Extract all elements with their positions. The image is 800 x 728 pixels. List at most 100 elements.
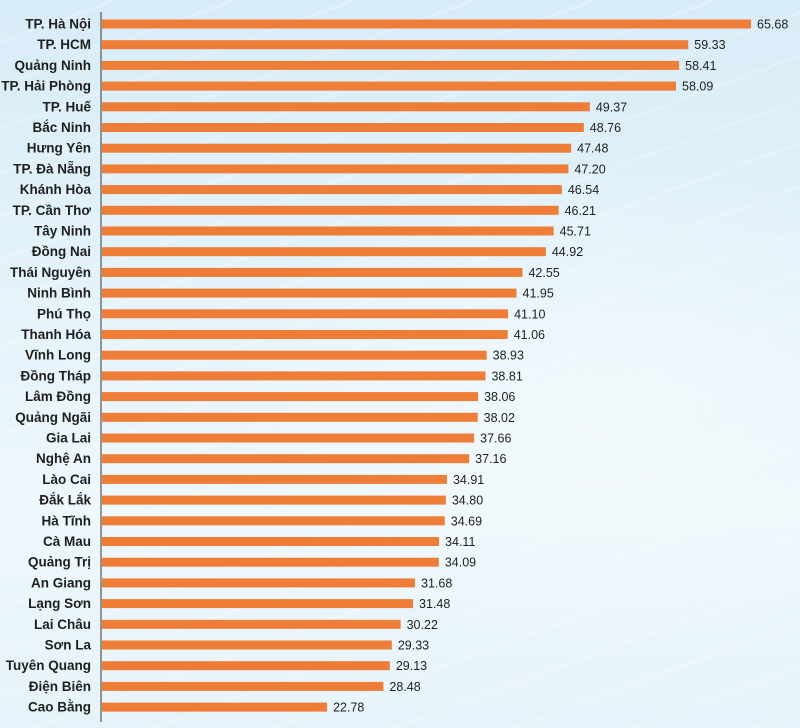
category-label: Tuyên Quang <box>6 658 91 673</box>
bar-25 <box>102 537 440 546</box>
bar-20 <box>102 433 475 443</box>
bar-8 <box>102 185 562 195</box>
bar-30 <box>102 640 392 650</box>
value-labels-group: 65.68 59.33 58.41 58.09 49.37 48.76 47.48 47.20… <box>333 18 788 715</box>
value-label: 38.06 <box>484 390 515 404</box>
bar-19 <box>102 412 478 422</box>
category-label: Điện Biên <box>29 679 91 694</box>
value-label: 41.95 <box>523 287 554 301</box>
category-label: Quảng Ngãi <box>15 410 91 425</box>
category-label: Nghệ An <box>36 451 91 466</box>
bar-0 <box>102 19 751 29</box>
category-label: Hưng Yên <box>27 141 91 156</box>
value-label: 37.16 <box>475 452 506 466</box>
value-label: 34.91 <box>453 473 484 487</box>
category-label: Hà Tĩnh <box>42 513 92 528</box>
category-label: Phú Thọ <box>37 306 91 321</box>
bar-32 <box>102 681 384 691</box>
value-label: 34.69 <box>451 514 482 528</box>
value-label: 46.54 <box>568 183 599 197</box>
value-label: 44.92 <box>552 245 583 259</box>
bar-22 <box>102 474 447 484</box>
value-label: 29.13 <box>396 659 427 673</box>
category-label: TP. Đà Nẵng <box>13 161 91 176</box>
category-label: Ninh Bình <box>27 286 91 301</box>
value-label: 65.68 <box>757 18 788 32</box>
value-label: 34.11 <box>445 535 475 549</box>
category-label: Khánh Hòa <box>20 182 92 197</box>
value-label: 42.55 <box>528 266 559 280</box>
bar-27 <box>102 578 416 588</box>
category-label: Sơn La <box>45 638 92 653</box>
value-label: 30.22 <box>407 618 438 632</box>
category-label: Gia Lai <box>46 431 91 446</box>
bar-4 <box>102 102 590 112</box>
category-label: Cà Mau <box>43 534 91 549</box>
bar-9 <box>102 205 559 215</box>
bar-13 <box>102 288 517 298</box>
category-label: Đồng Tháp <box>21 368 92 383</box>
value-label: 37.66 <box>480 432 511 446</box>
value-label: 59.33 <box>694 38 725 52</box>
category-label: Lâm Đồng <box>25 389 91 404</box>
bar-3 <box>102 81 677 91</box>
category-label: Lào Cai <box>42 472 91 487</box>
value-label: 28.48 <box>389 680 420 694</box>
value-label: 22.78 <box>333 701 364 715</box>
value-label: 38.02 <box>484 411 515 425</box>
bar-28 <box>102 599 414 609</box>
bar-29 <box>102 619 401 629</box>
bar-10 <box>102 226 554 236</box>
bar-18 <box>102 392 479 402</box>
bar-17 <box>102 371 486 381</box>
category-label: Thanh Hóa <box>21 327 91 342</box>
value-label: 45.71 <box>560 225 591 239</box>
bar-11 <box>102 247 546 257</box>
category-label: Bắc Ninh <box>32 120 91 135</box>
value-label: 58.41 <box>685 59 716 73</box>
value-label: 58.09 <box>682 80 713 94</box>
bar-31 <box>102 661 390 671</box>
bar-23 <box>102 495 446 505</box>
bar-16 <box>102 350 487 360</box>
bar-2 <box>102 60 680 70</box>
category-label: Thái Nguyên <box>10 265 91 280</box>
bar-12 <box>102 267 523 277</box>
bar-24 <box>102 516 445 526</box>
category-label: TP. Cần Thơ <box>13 203 92 218</box>
category-labels-group: TP. Hà Nội TP. HCM Quảng Ninh TP. Hải Phòng… <box>1 17 91 715</box>
category-label: Đắk Lắk <box>39 493 91 508</box>
value-label: 34.80 <box>452 494 483 508</box>
bar-33 <box>102 702 328 712</box>
bar-5 <box>102 123 584 132</box>
bars-group <box>102 19 751 712</box>
category-label: Đồng Nai <box>32 244 91 259</box>
value-label: 46.21 <box>565 204 596 218</box>
bar-6 <box>102 143 572 153</box>
category-label: Lai Châu <box>34 617 91 632</box>
category-label: Vĩnh Long <box>25 348 91 363</box>
bar-1 <box>102 40 689 50</box>
bar-7 <box>102 164 569 174</box>
value-label: 38.81 <box>491 369 522 383</box>
bar-15 <box>102 330 508 339</box>
value-label: 31.48 <box>419 597 450 611</box>
value-label: 48.76 <box>590 121 621 135</box>
category-label: TP. HCM <box>37 37 91 52</box>
bar-14 <box>102 309 509 319</box>
bar-26 <box>102 557 439 567</box>
category-label: TP. Hải Phòng <box>1 79 91 94</box>
value-label: 41.10 <box>514 307 545 321</box>
value-label: 38.93 <box>493 349 524 363</box>
category-label: Quảng Trị <box>28 555 91 570</box>
category-label: An Giang <box>31 575 91 590</box>
category-label: Tây Ninh <box>34 224 91 239</box>
value-label: 47.48 <box>577 142 608 156</box>
category-label: TP. Huế <box>42 99 91 114</box>
bar-21 <box>102 454 470 464</box>
category-label: Lạng Sơn <box>28 596 91 611</box>
category-label: Quảng Ninh <box>15 58 92 73</box>
value-label: 34.09 <box>445 556 476 570</box>
value-label: 49.37 <box>596 100 627 114</box>
